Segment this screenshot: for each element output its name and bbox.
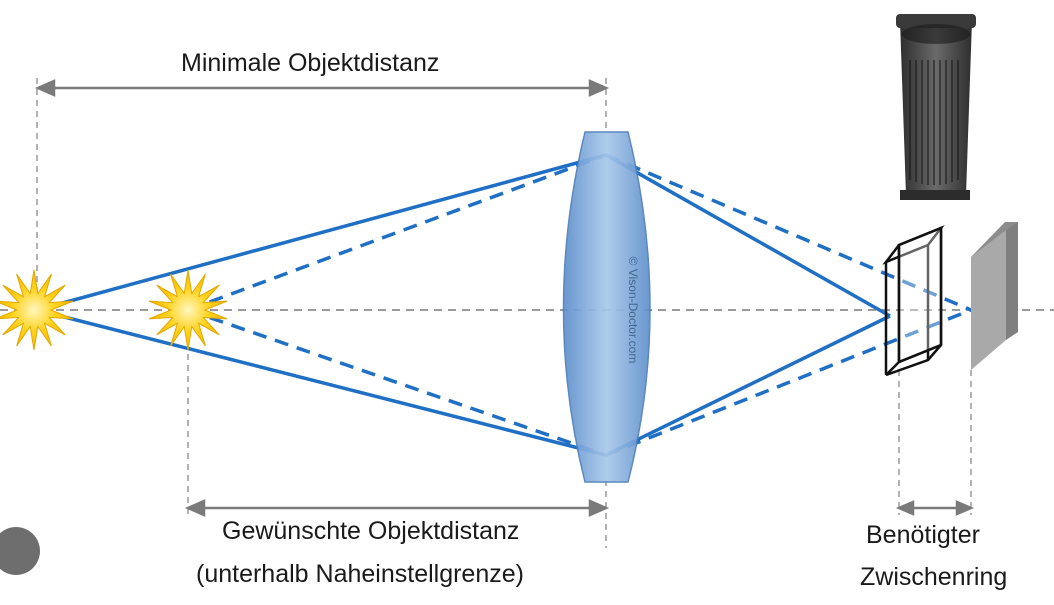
star-far-icon (0, 269, 74, 351)
desired-distance-arrow (184, 499, 610, 517)
desired-distance-label-line1: Gewünschte Objektdistanz (222, 517, 520, 545)
desired-distance-label-line2: (unterhalb Naheinstellgrenze) (196, 560, 524, 588)
required-ring-label-line1: Benötigter (866, 521, 980, 549)
sensor (971, 222, 1018, 370)
extension-ring-icon (896, 14, 976, 200)
lens-search-icon[interactable] (0, 527, 40, 575)
rays-dashed (187, 153, 972, 457)
star-near-icon (148, 269, 228, 351)
required-ring-label-line2: Zwischenring (860, 563, 1008, 591)
ring-frame (882, 225, 945, 377)
watermark: © Vison-Doctor.com (626, 256, 640, 364)
ring-width-arrow (895, 500, 975, 516)
min-distance-label: Minimale Objektdistanz (181, 49, 440, 77)
min-distance-arrow (34, 79, 610, 97)
rays-solid (36, 153, 891, 457)
lens (562, 131, 651, 483)
